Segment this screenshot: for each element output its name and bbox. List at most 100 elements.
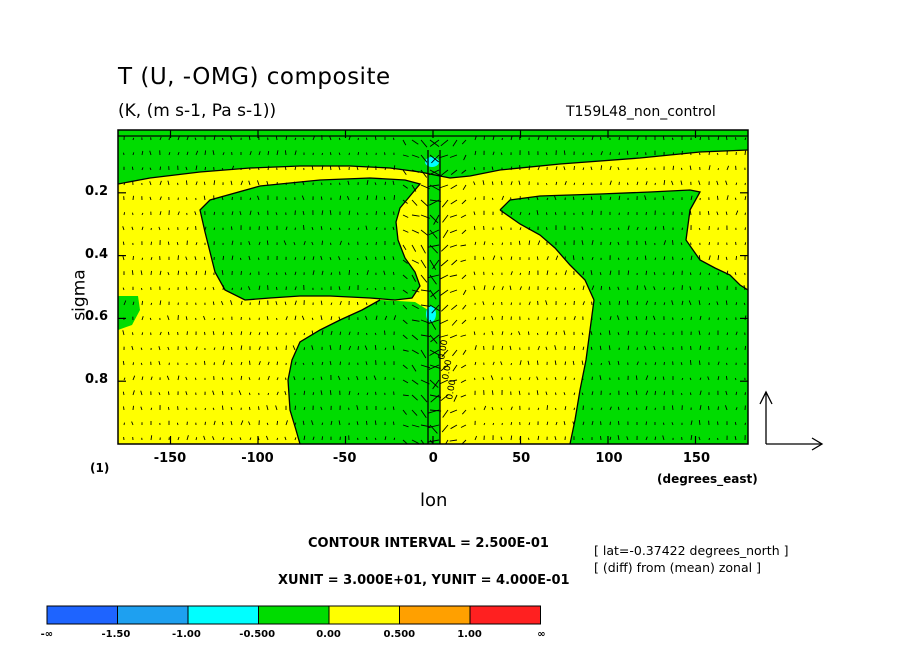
wind-vector [662,136,665,141]
wind-vector [482,256,485,261]
wind-vector [662,195,665,201]
wind-vector [320,196,323,201]
wind-vector [627,270,630,276]
wind-vector [473,181,476,186]
wind-vector [203,360,206,366]
wind-vector [357,437,359,441]
y-tick-label: 0.4 [85,246,109,262]
wind-vector [726,347,729,351]
wind-vector [536,360,539,366]
wind-vector [451,259,458,266]
wind-vector [430,334,440,343]
wind-vector [734,377,737,381]
colorbar-label: ∞ [537,629,546,640]
wind-vector [708,165,711,171]
wind-vector [671,137,674,141]
wind-vector [726,165,730,171]
wind-vector [420,409,427,419]
wind-vector [222,331,225,336]
wind-vector [460,214,467,218]
wind-vector [528,422,531,426]
wind-vector [238,390,242,396]
wind-vector [460,424,467,428]
wind-vector [392,406,395,411]
wind-vector [392,226,395,231]
wind-vector [643,285,647,291]
wind-vector [451,304,458,311]
wind-vector [222,285,225,291]
wind-vector [510,302,513,306]
wind-vector [688,300,692,306]
wind-vector [717,437,719,441]
wind-vector [348,210,351,216]
wind-vector [546,227,548,231]
wind-vector [501,242,504,246]
wind-vector [707,211,710,216]
wind-vector [555,272,557,276]
wind-vector [312,270,315,276]
wind-vector [365,302,368,306]
wind-vector [672,152,675,156]
wind-vector [301,315,305,321]
wind-vector [373,375,377,381]
wind-vector [276,420,279,426]
wind-vector [185,180,188,186]
wind-vector [240,271,242,276]
wind-vector [716,301,719,306]
wind-vector [194,377,197,381]
wind-vector [411,394,418,401]
wind-vector [491,315,494,321]
wind-vector [636,257,638,261]
wind-vector [204,407,206,411]
wind-vector [159,270,162,276]
wind-vector [375,195,378,201]
wind-vector [581,392,584,396]
wind-vector [680,362,683,366]
wind-vector [312,135,316,141]
wind-vector [462,184,467,191]
wind-vector [230,377,233,381]
wind-vector [185,256,188,261]
wind-vector [699,152,701,156]
wind-vector [491,197,494,201]
wind-vector [257,257,260,261]
wind-vector [440,169,449,177]
wind-vector [249,272,252,276]
wind-vector [266,240,269,246]
wind-vector [474,317,477,321]
negative-region-center-column [428,150,440,444]
wind-vector [626,316,629,321]
wind-vector [140,406,143,411]
wind-vector [681,300,684,306]
wind-vector [185,166,188,171]
wind-vector [357,197,360,201]
wind-vector [357,152,360,156]
colorbar [46,605,541,625]
wind-vector [609,196,612,201]
wind-vector [518,240,521,246]
wind-vector [440,259,449,267]
wind-vector [483,135,486,141]
wind-vector [439,154,449,159]
wind-vector [572,137,575,141]
wind-vector [474,345,477,351]
wind-vector [329,345,332,351]
wind-vector [320,255,323,261]
wind-vector [122,287,125,291]
wind-vector [411,334,419,341]
wind-vector [441,424,449,433]
wind-vector [654,436,657,441]
wind-vector [292,345,296,351]
wind-vector [681,257,684,261]
wind-vector [374,332,377,336]
wind-vector [167,406,170,411]
wind-vector [582,182,585,186]
wind-vector [698,436,701,441]
wind-vector [564,376,567,381]
wind-vector [734,197,737,201]
wind-vector [546,256,549,261]
wind-vector [320,226,323,231]
wind-vector [708,272,711,276]
wind-vector [186,331,188,336]
wind-vector [276,361,279,366]
